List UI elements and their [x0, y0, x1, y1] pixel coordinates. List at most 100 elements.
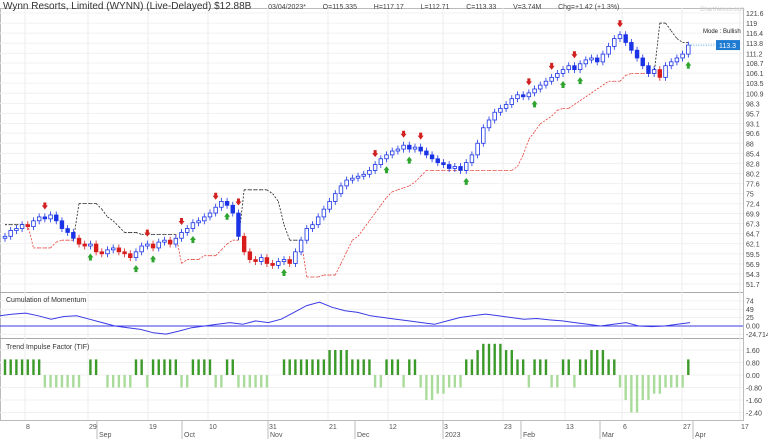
tif-bar [419, 375, 422, 388]
trailing-stop-segment [522, 139, 530, 156]
trailing-stop-segment [112, 220, 120, 227]
price-axis-label: 106.1 [746, 71, 764, 78]
quote-volume: V=3.74M [513, 4, 542, 11]
candle-body [167, 239, 173, 245]
tif-bar [174, 359, 178, 375]
tif-bar [556, 375, 559, 388]
price-axis-label: 62.1 [746, 242, 760, 249]
tif-bar [681, 375, 684, 388]
candle-body [333, 193, 338, 202]
tif-bar [504, 350, 508, 375]
candle-body [88, 243, 93, 247]
candle-body [640, 57, 645, 67]
candle-body [429, 154, 435, 160]
tif-bar [607, 359, 610, 375]
tif-bar [157, 359, 160, 375]
tif-bar [220, 375, 223, 388]
tif-bar [345, 350, 348, 375]
price-axis-label: 82.8 [746, 161, 760, 168]
tif-bar [15, 359, 18, 375]
tif-bar [49, 375, 52, 388]
tif-bar [322, 359, 326, 375]
trailing-stop-segment [346, 240, 353, 252]
trailing-stop-segment [585, 92, 592, 98]
trailing-stop-segment [352, 235, 359, 241]
x-tick-label: 12 [389, 424, 397, 431]
tif-bar [186, 375, 189, 388]
tif-bar [510, 350, 513, 375]
tif-bar [168, 359, 172, 375]
tif-bar [123, 375, 126, 388]
sell-arrow-icon [616, 20, 623, 28]
candle-body [82, 243, 87, 247]
price-axis-label: 88 [746, 141, 754, 148]
tif-bar [362, 359, 365, 375]
trailing-stop-segment [653, 23, 661, 74]
tif-bar [487, 343, 491, 375]
tif-bar [368, 359, 371, 375]
candle-body [259, 257, 264, 262]
trailing-stop-segment [226, 239, 233, 245]
tif-bar [225, 359, 229, 375]
candle-body [646, 65, 651, 74]
tif-bar [635, 375, 639, 413]
tif-bar [20, 359, 24, 375]
candle-body [623, 34, 628, 43]
sell-arrow-icon [571, 51, 578, 59]
sell-arrow-icon [178, 217, 185, 225]
tif-bar [311, 359, 314, 375]
tif-bar [299, 359, 303, 375]
candle-body [230, 204, 235, 214]
candle-body [372, 164, 378, 171]
trailing-stop-segment [50, 241, 57, 249]
candle-body [281, 259, 287, 262]
x-month-label: Dec [357, 432, 370, 439]
tif-bar [260, 375, 263, 388]
candle-body [213, 206, 218, 214]
chart-title: Wynn Resorts, Limited (WYNN) (Live-Delay… [3, 1, 252, 12]
trailing-stop-segment [95, 203, 103, 210]
x-tick-label: 6 [623, 424, 627, 431]
candle-body [179, 232, 184, 239]
quote-close: C=113.33 [466, 4, 497, 11]
x-tick-label: 10 [209, 424, 217, 431]
candle-body [686, 44, 691, 55]
tif-bar [248, 375, 252, 388]
buy-arrow-icon [685, 61, 692, 69]
candle-body [139, 245, 144, 253]
x-month-label: Apr [695, 432, 707, 439]
candle-body [651, 69, 657, 74]
tif-bar [453, 375, 457, 388]
candle-body [185, 228, 190, 233]
candle-body [36, 216, 42, 222]
candle-body [390, 150, 395, 156]
tif-bar [567, 359, 570, 375]
candle-body [464, 162, 469, 171]
candle-body [532, 88, 537, 94]
momentum-axis-label: -24.714 [746, 332, 768, 339]
momentum-axis-label: 49 [746, 307, 754, 314]
candle-body [543, 80, 549, 86]
trailing-stop-segment [602, 80, 609, 86]
sell-arrow-icon [235, 198, 242, 206]
candle-body [503, 104, 509, 109]
candle-body [122, 251, 127, 255]
tif-bar [465, 359, 468, 375]
trailing-stop-segment [619, 75, 626, 82]
quote-date: 03/04/2023* [268, 4, 306, 11]
candle-body [71, 232, 76, 239]
trailing-stop-segment [386, 191, 393, 198]
candle-body [202, 216, 207, 222]
candle-body [629, 42, 634, 51]
trailing-stop-segment [420, 170, 427, 177]
candle-body [241, 235, 247, 253]
trailing-stop-segment [118, 226, 125, 233]
tif-bar [402, 375, 405, 388]
trailing-stop-segment [665, 22, 672, 32]
candle-body [48, 214, 53, 220]
trailing-stop-segment [551, 110, 558, 117]
candle-body [361, 173, 366, 177]
trailing-stop-segment [27, 224, 34, 249]
